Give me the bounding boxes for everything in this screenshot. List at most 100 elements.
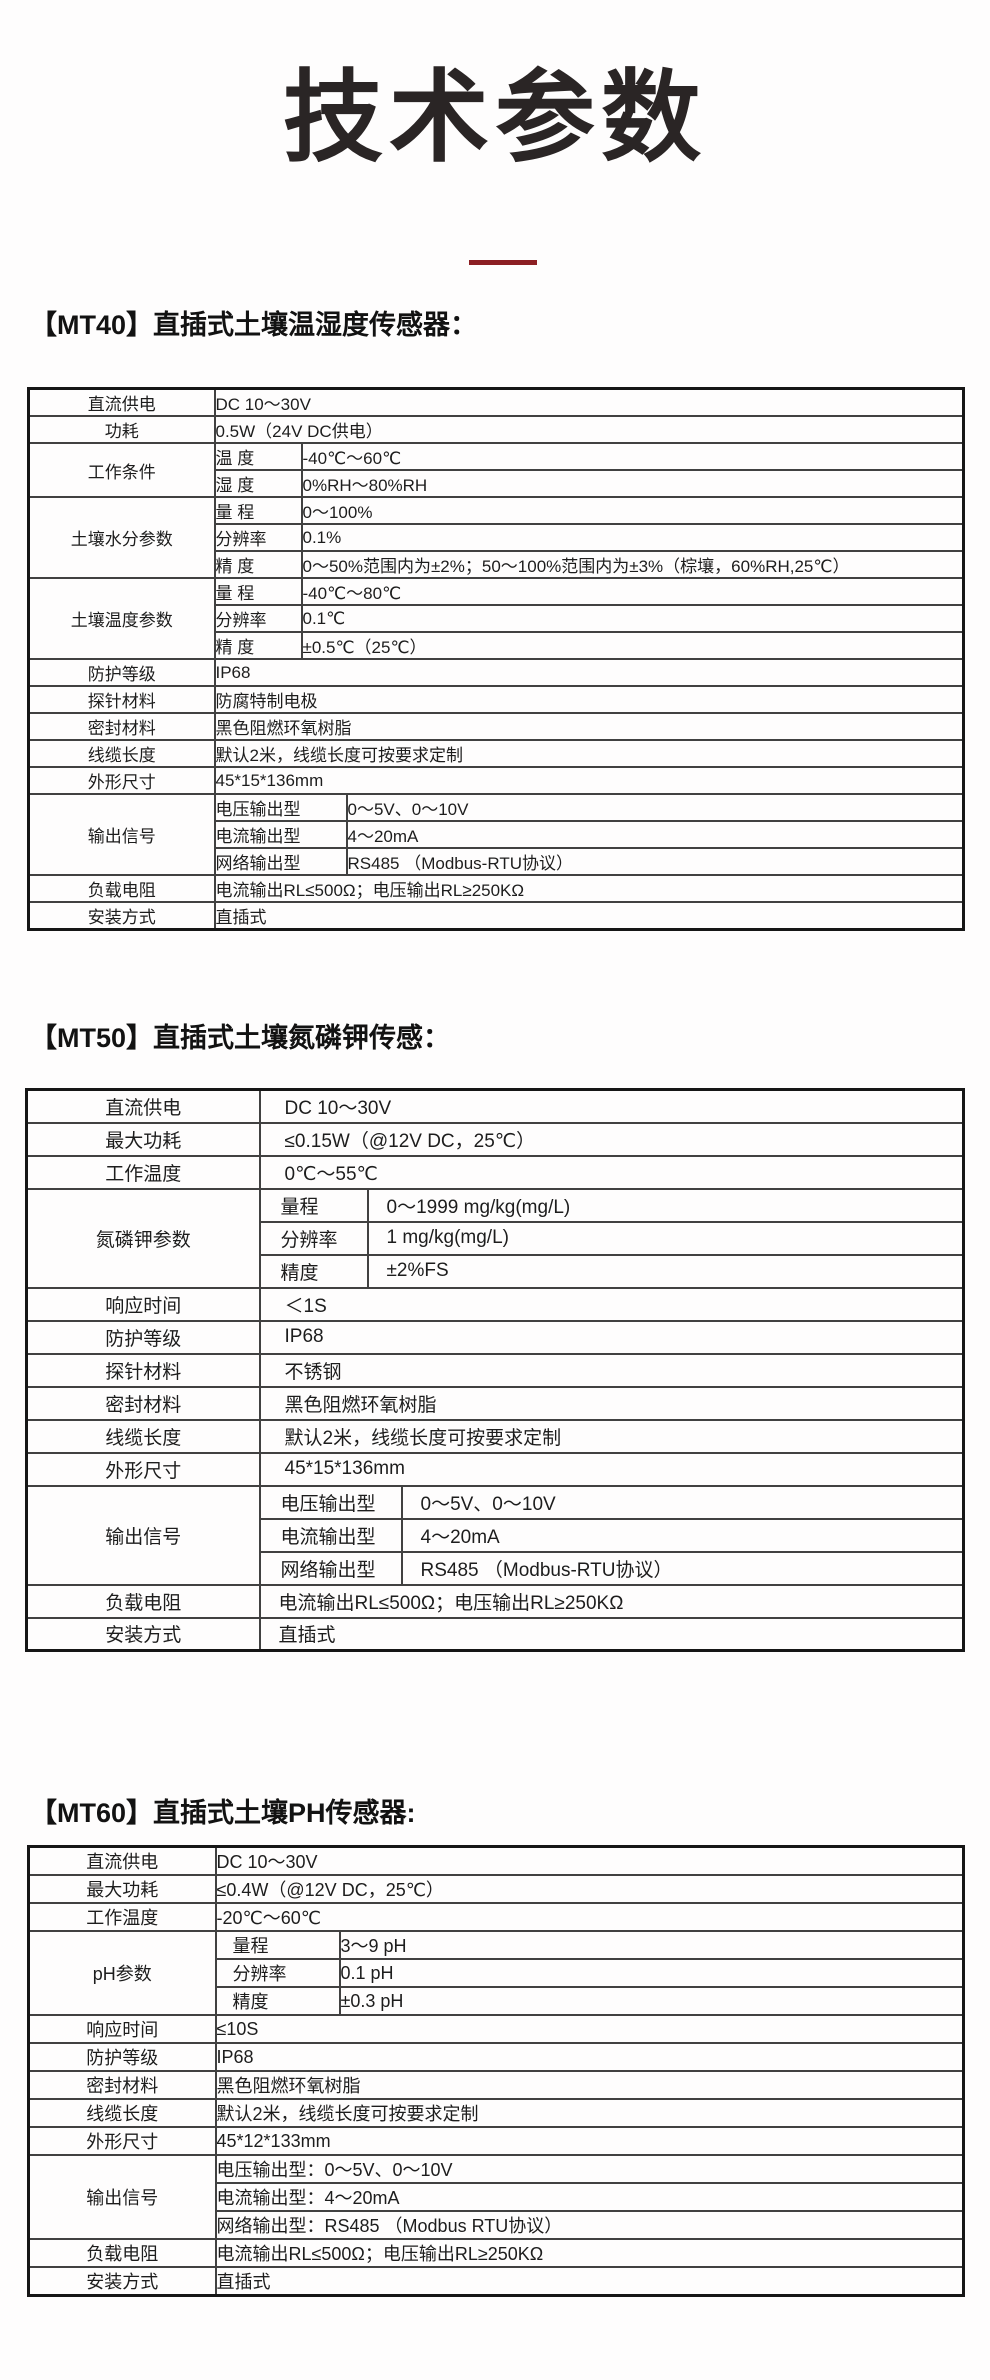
spec-value-cell: 直插式 [213, 901, 965, 931]
spec-value-cell: 0%RH～80%RH [300, 469, 965, 498]
spec-sublabel-cell: 量程 [258, 1187, 369, 1223]
spec-sublabel-cell: 网络输出型 [213, 847, 348, 876]
spec-value-cell: 0～5V、0～10V [400, 1484, 965, 1520]
spec-sublabel-cell: 电流输出型 [213, 820, 348, 849]
spec-row: 分辨率 0.1 pH [29, 1958, 965, 1988]
spec-sublabel-cell: 湿 度 [213, 469, 303, 498]
spec-label-cell: 密封材料 [27, 2070, 217, 2100]
spec-label-cell: 外形尺寸 [27, 766, 216, 795]
spec-label-cell: 防护等级 [27, 2042, 217, 2072]
spec-label-cell: pH参数 [27, 1930, 217, 2016]
spec-sublabel-cell: 分辨率 [213, 523, 303, 552]
spec-row: 网络输出型 RS485 （Modbus-RTU协议） [29, 847, 965, 876]
spec-row: 精 度 0～50%范围内为±2%；50～100%范围内为±3%（棕壤，60%RH,… [29, 550, 965, 579]
spec-row: 安装方式 直插式 [27, 2266, 965, 2297]
section-heading-mt40: 【MT40】直插式土壤温湿度传感器： [30, 310, 478, 340]
spec-row: 精度 ±0.3 pH [29, 1986, 965, 2016]
spec-row: 线缆长度 默认2米，线缆长度可按要求定制 [27, 2098, 965, 2128]
spec-value-cell: 0.1% [300, 523, 965, 552]
spec-value-cell: ＜1S [258, 1286, 965, 1322]
spec-value-cell: 黑色阻燃环氧树脂 [213, 712, 965, 741]
spec-row: 工作温度 -20℃～60℃ [27, 1902, 965, 1932]
spec-value-cell: IP68 [258, 1319, 965, 1355]
spec-value-cell: ≤0.4W（@12V DC，25℃） [214, 1874, 965, 1904]
spec-row: 湿 度 0%RH～80%RH [29, 469, 965, 498]
spec-row: 负载电阻 电流输出RL≤500Ω；电压输出RL≥250KΩ [27, 874, 965, 903]
spec-sublabel-cell: 温 度 [213, 442, 303, 471]
spec-sublabel-cell: 分辨率 [214, 1958, 341, 1988]
spec-sublabel-cell: 分辨率 [258, 1220, 369, 1256]
spec-value-cell: DC 10～30V [258, 1088, 965, 1124]
spec-label-cell: 直流供电 [27, 1845, 217, 1876]
spec-value-cell: 3～9 pH [338, 1930, 965, 1960]
spec-value-cell: 0～1999 mg/kg(mg/L) [366, 1187, 965, 1223]
spec-value-cell: IP68 [214, 2042, 965, 2072]
spec-label-cell: 最大功耗 [27, 1874, 217, 1904]
spec-label-cell: 探针材料 [27, 685, 216, 714]
spec-label-cell: 直流供电 [27, 387, 216, 417]
spec-value-cell: 电流输出RL≤500Ω；电压输出RL≥250KΩ [258, 1583, 965, 1619]
spec-sublabel-cell: 精 度 [213, 550, 303, 579]
spec-row: 直流供电 DC 10～30V [27, 1845, 965, 1876]
spec-label-cell: 密封材料 [27, 712, 216, 741]
spec-value-cell: 0.1℃ [300, 604, 965, 633]
spec-value-cell: DC 10～30V [214, 1845, 965, 1876]
spec-row: 防护等级 IP68 [25, 1319, 965, 1355]
spec-value-cell: 电流输出型：4～20mA [214, 2182, 965, 2212]
spec-row: 精度 ±2%FS [27, 1253, 965, 1289]
spec-row: 网络输出型 RS485 （Modbus-RTU协议） [27, 1550, 965, 1586]
spec-value-cell: ≤0.15W（@12V DC，25℃） [258, 1121, 965, 1157]
spec-value-cell: IP68 [213, 658, 965, 687]
spec-sublabel-cell: 量 程 [213, 577, 303, 606]
spec-row: 土壤温度参数量 程 -40℃～80℃ [27, 577, 965, 660]
spec-row: 土壤水分参数量 程 0～100% [27, 496, 965, 579]
spec-value-cell: -40℃～60℃ [300, 442, 965, 471]
spec-value-cell: 0℃～55℃ [258, 1154, 965, 1190]
spec-value-cell: 不锈钢 [258, 1352, 965, 1388]
spec-value-cell: 4～20mA [400, 1517, 965, 1553]
spec-sublabel-cell: 精度 [214, 1986, 341, 2016]
spec-value-cell: 0～100% [300, 496, 965, 525]
spec-value-cell: -20℃～60℃ [214, 1902, 965, 1932]
spec-table-mt50: 直流供电 DC 10～30V 最大功耗 ≤0.15W（@12V DC，25℃） 工作温度… [25, 1088, 965, 1652]
spec-label-cell: 密封材料 [25, 1385, 261, 1421]
spec-label-cell: 安装方式 [25, 1616, 261, 1652]
spec-row: 氮磷钾参数 量程 0～1999 mg/kg(mg/L) [25, 1187, 965, 1289]
spec-label-cell: 工作温度 [25, 1154, 261, 1190]
spec-label-cell: 直流供电 [25, 1088, 261, 1124]
spec-row: 外形尺寸 45*12*133mm [27, 2126, 965, 2156]
page-title: 技术参数 [283, 62, 707, 174]
spec-value-cell: 直插式 [258, 1616, 965, 1652]
spec-label-cell: 防护等级 [27, 658, 216, 687]
spec-label-cell: 功耗 [27, 415, 216, 444]
spec-label-cell: 土壤温度参数 [27, 577, 216, 660]
spec-value-cell: 45*12*133mm [214, 2126, 965, 2156]
spec-sublabel-cell: 电流输出型 [258, 1517, 403, 1553]
spec-label-cell: 防护等级 [25, 1319, 261, 1355]
spec-label-cell: 输出信号 [27, 793, 216, 876]
spec-value-cell: 默认2米，线缆长度可按要求定制 [214, 2098, 965, 2128]
spec-row: 分辨率 0.1℃ [29, 604, 965, 633]
spec-row: 输出信号 电压输出型：0～5V、0～10V [27, 2154, 965, 2240]
spec-row: 输出信号 电压输出型 0～5V、0～10V [27, 793, 965, 876]
section-heading-mt50: 【MT50】直插式土壤氮磷钾传感： [30, 1023, 451, 1053]
spec-row: 功耗 0.5W（24V DC供电） [27, 415, 965, 444]
spec-value-cell: 0～5V、0～10V [345, 793, 965, 822]
spec-row: 最大功耗 ≤0.15W（@12V DC，25℃） [25, 1121, 965, 1157]
spec-row: 负载电阻 电流输出RL≤500Ω；电压输出RL≥250KΩ [27, 2238, 965, 2268]
spec-label-cell: 工作条件 [27, 442, 216, 498]
spec-row: 响应时间 ＜1S [25, 1286, 965, 1322]
spec-row: 电流输出型 4～20mA [29, 820, 965, 849]
spec-value-cell: 电流输出RL≤500Ω；电压输出RL≥250KΩ [214, 2238, 965, 2268]
spec-value-cell: 黑色阻燃环氧树脂 [214, 2070, 965, 2100]
spec-sublabel-cell: 网络输出型 [258, 1550, 403, 1586]
spec-label-cell: 响应时间 [27, 2014, 217, 2044]
spec-value-cell: DC 10～30V [213, 387, 965, 417]
spec-sublabel-cell: 电压输出型 [258, 1484, 403, 1520]
accent-divider [469, 260, 537, 265]
spec-row: 密封材料 黑色阻燃环氧树脂 [27, 712, 965, 741]
spec-label-cell: 安装方式 [27, 2266, 217, 2297]
spec-sublabel-cell: 分辨率 [213, 604, 303, 633]
spec-value-cell: ≤10S [214, 2014, 965, 2044]
